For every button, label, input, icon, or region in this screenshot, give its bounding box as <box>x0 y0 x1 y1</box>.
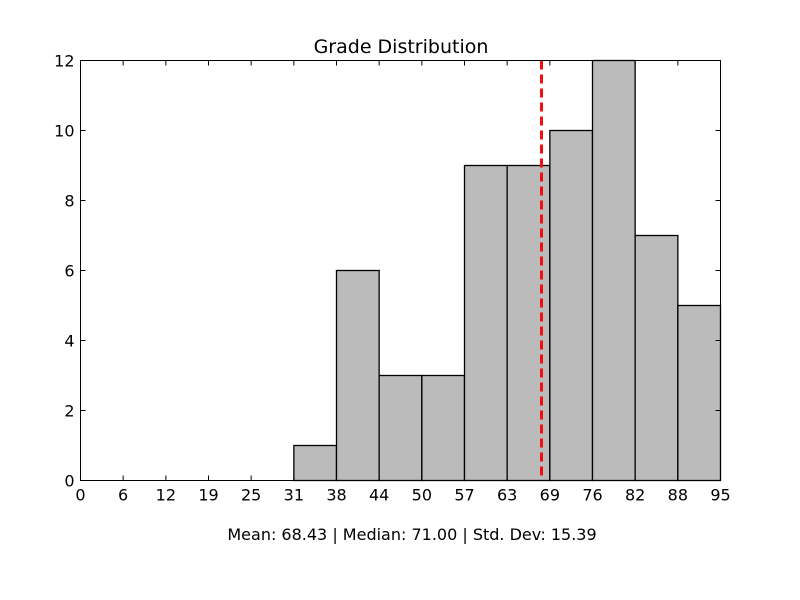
x-tick-label: 57 <box>454 486 474 505</box>
bars-layer <box>293 59 722 482</box>
x-tick-label: 63 <box>497 486 517 505</box>
ticks-layer <box>80 60 721 481</box>
x-tick-label: 44 <box>369 486 389 505</box>
y-tick-labels: 0 2 4 6 8 10 12 <box>54 52 74 491</box>
x-tick-label: 19 <box>198 486 218 505</box>
chart-title: Grade Distribution <box>314 36 489 58</box>
x-tick-labels: 0 6 12 19 25 31 38 44 50 57 63 69 76 82 88 95 <box>75 486 730 505</box>
x-tick-label: 88 <box>668 486 688 505</box>
x-tick-label: 82 <box>625 486 645 505</box>
histogram-bar <box>634 234 679 482</box>
histogram-bar <box>591 59 636 482</box>
histogram-bar <box>421 374 466 482</box>
x-tick-label: 31 <box>284 486 304 505</box>
x-tick-label: 69 <box>540 486 560 505</box>
histogram-bar <box>677 304 722 482</box>
x-tick-label: 0 <box>75 486 85 505</box>
x-tick-label: 50 <box>412 486 432 505</box>
x-tick-label: 25 <box>241 486 261 505</box>
y-tick-label: 12 <box>54 52 74 71</box>
y-tick-label: 8 <box>64 192 74 211</box>
x-tick-label: 95 <box>710 486 730 505</box>
histogram-bar <box>378 374 423 482</box>
histogram-bar <box>549 129 594 482</box>
x-tick-label: 6 <box>118 486 128 505</box>
y-tick-label: 10 <box>54 122 74 141</box>
y-tick-label: 0 <box>64 472 74 491</box>
stats-summary: Mean: 68.43 | Median: 71.00 | Std. Dev: … <box>227 525 596 544</box>
histogram-bar <box>335 269 380 482</box>
y-tick-label: 6 <box>64 262 74 281</box>
x-tick-label: 38 <box>326 486 346 505</box>
y-tick-label: 2 <box>64 402 74 421</box>
y-tick-label: 4 <box>64 332 74 351</box>
histogram-bar <box>463 164 508 482</box>
histogram-bar <box>293 444 338 482</box>
histogram-bar <box>506 164 551 482</box>
x-tick-label: 76 <box>582 486 602 505</box>
x-tick-label: 12 <box>156 486 176 505</box>
